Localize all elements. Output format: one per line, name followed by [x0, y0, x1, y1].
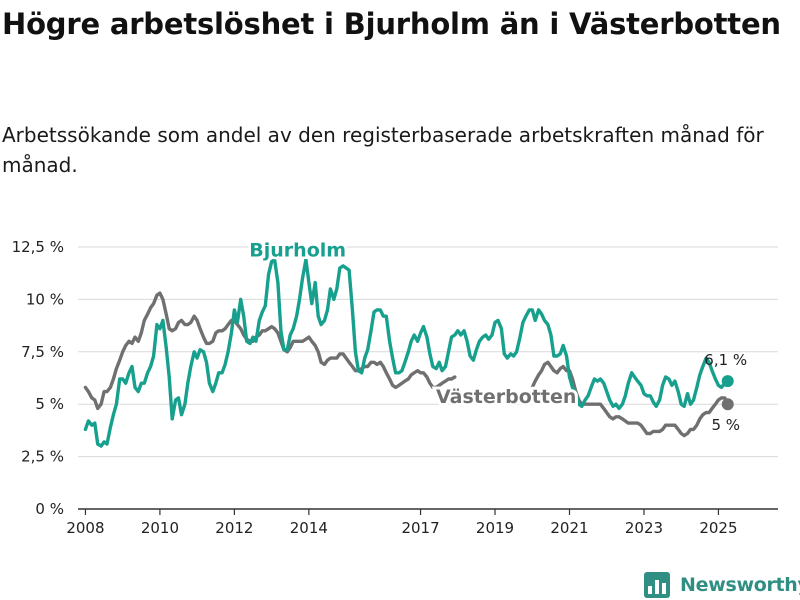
end-point-vasterbotten — [721, 398, 734, 411]
series-label-vasterbotten: Västerbotten — [436, 386, 576, 408]
x-tick-label: 2008 — [66, 519, 104, 537]
page-title: Högre arbetslöshet i Bjurholm än i Väste… — [2, 7, 781, 41]
y-axis-tick-labels: 0 % 2,5 % 5 % 7,5 % 10 % 12,5 % — [12, 238, 64, 518]
brand-name: Newsworthy — [680, 574, 800, 596]
series-line-vasterbotten — [530, 360, 730, 438]
y-tick-label: 10 % — [26, 290, 64, 308]
x-tick-label: 2025 — [699, 519, 737, 537]
x-tick-label: 2012 — [215, 519, 253, 537]
x-tick-label: 2019 — [476, 519, 514, 537]
end-label-vasterbotten: 5 % — [711, 416, 740, 434]
y-tick-label: 0 % — [35, 500, 64, 518]
end-point-bjurholm — [721, 375, 734, 388]
y-tick-label: 7,5 % — [21, 343, 64, 361]
series-line-vasterbotten — [83, 291, 457, 411]
series-labels: 6,1 % 5 % Bjurholm Västerbotten — [247, 237, 747, 434]
series-line-bjurholm — [83, 257, 730, 448]
x-tick-label: 2010 — [141, 519, 179, 537]
x-tick-label: 2021 — [550, 519, 588, 537]
x-axis: 2008 2010 2012 2014 2017 2019 2021 2023 2025 — [66, 508, 778, 537]
brand-logo: Newsworthy — [644, 570, 800, 600]
y-tick-label: 2,5 % — [21, 448, 64, 466]
end-label-bjurholm: 6,1 % — [704, 351, 747, 369]
series-label-bjurholm: Bjurholm — [249, 239, 346, 261]
x-tick-label: 2023 — [625, 519, 663, 537]
x-tick-label: 2017 — [401, 519, 439, 537]
series-lines — [83, 257, 730, 448]
page-subtitle: Arbetssökande som andel av den registerb… — [2, 123, 764, 177]
y-tick-label: 5 % — [35, 395, 64, 413]
y-tick-label: 12,5 % — [12, 238, 64, 256]
bar-chart-logo-icon — [644, 572, 670, 598]
x-tick-label: 2014 — [290, 519, 328, 537]
